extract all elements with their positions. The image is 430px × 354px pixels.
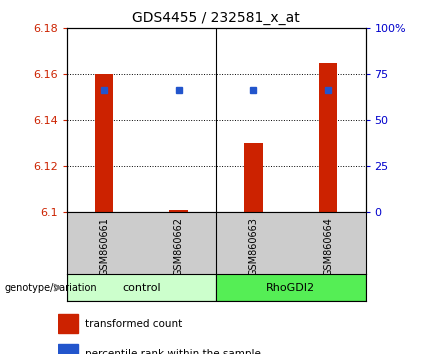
Bar <box>169 210 188 212</box>
Text: GSM860661: GSM860661 <box>99 217 109 276</box>
Bar <box>319 63 338 212</box>
Bar <box>216 274 366 301</box>
Bar <box>244 143 263 212</box>
Bar <box>58 344 78 354</box>
Text: percentile rank within the sample: percentile rank within the sample <box>86 349 261 354</box>
Bar <box>95 74 114 212</box>
Bar <box>58 314 78 333</box>
Text: GSM860664: GSM860664 <box>323 217 333 276</box>
Text: GSM860663: GSM860663 <box>249 217 258 276</box>
Text: transformed count: transformed count <box>86 319 183 329</box>
Text: RhoGDI2: RhoGDI2 <box>266 282 315 293</box>
Bar <box>67 274 216 301</box>
Text: control: control <box>122 282 161 293</box>
Title: GDS4455 / 232581_x_at: GDS4455 / 232581_x_at <box>132 11 300 24</box>
Text: GSM860662: GSM860662 <box>174 217 184 276</box>
Text: genotype/variation: genotype/variation <box>4 282 97 293</box>
